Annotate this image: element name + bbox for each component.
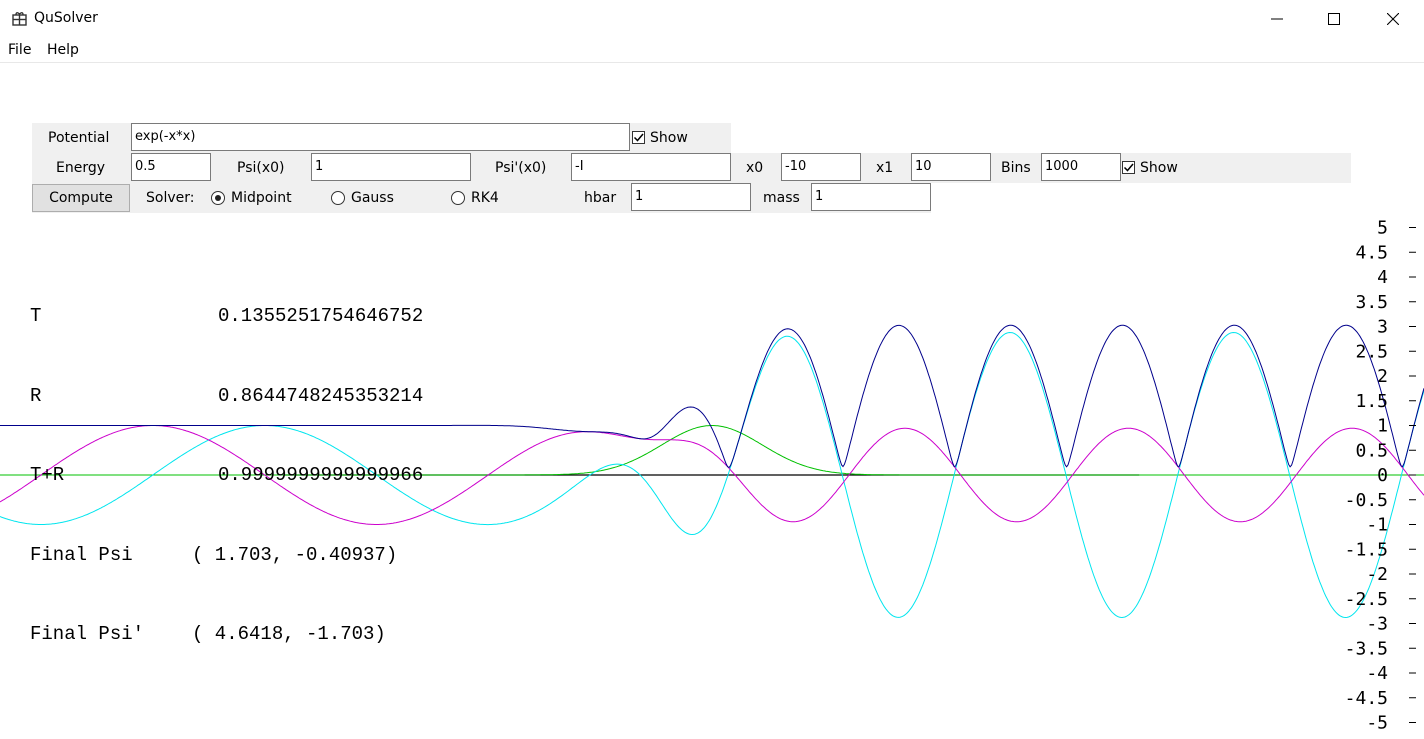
dpsi-x0-input[interactable]: -I xyxy=(571,153,731,181)
y-tick-label: -2 xyxy=(1366,564,1388,585)
result-row: Final Psi ( 1.703, -0.40937) xyxy=(30,542,423,569)
y-tick-label: -0.5 xyxy=(1345,490,1388,511)
y-axis-ticks: 5 4.5 4 3.5 3 2.5 2 1.5 1 0.5 0 -0.5 -1 -1.5 -2 -2.5 -3 -… xyxy=(1345,218,1416,734)
result-key: T+R xyxy=(30,464,65,486)
radio-rk4[interactable] xyxy=(451,191,465,205)
hbar-label: hbar xyxy=(584,190,617,206)
y-tick-label: 3 xyxy=(1377,317,1388,338)
result-row: R 0.8644748245353214 xyxy=(30,383,423,410)
x1-input[interactable]: 10 xyxy=(911,153,991,181)
y-tick-label: -2.5 xyxy=(1345,589,1388,610)
result-value: 0.9999999999999966 xyxy=(218,464,424,486)
y-tick-label: 3.5 xyxy=(1355,292,1388,313)
y-tick-label: 1.5 xyxy=(1355,391,1388,412)
radio-midpoint-label: Midpoint xyxy=(231,190,292,206)
result-key: Final Psi' xyxy=(30,623,145,645)
bins-show-checkbox[interactable] xyxy=(1122,161,1135,174)
y-tick-label: 4.5 xyxy=(1355,242,1388,263)
energy-input[interactable]: 0.5 xyxy=(131,153,211,181)
y-tick-label: 4 xyxy=(1377,267,1388,288)
potential-curve xyxy=(0,425,1424,476)
radio-gauss[interactable] xyxy=(331,191,345,205)
result-value: 0.1355251754646752 xyxy=(218,305,424,327)
hbar-input[interactable]: 1 xyxy=(631,183,751,211)
title-bar: QuSolver xyxy=(0,0,1424,38)
potential-input[interactable]: exp(-x*x) xyxy=(131,123,630,151)
maximize-button[interactable] xyxy=(1305,0,1363,38)
psi-abs-curve xyxy=(0,324,1424,469)
check-icon xyxy=(633,133,644,142)
y-tick-label: 5 xyxy=(1377,218,1388,239)
solver-label: Solver: xyxy=(146,190,195,206)
radio-midpoint[interactable] xyxy=(211,191,225,205)
result-row: Final Psi' ( 4.6418, -1.703) xyxy=(30,621,423,648)
results-panel: T 0.1355251754646752 R 0.8644748245353214 … xyxy=(30,250,423,674)
y-tick-label: -1 xyxy=(1366,515,1388,536)
y-tick-label: -1.5 xyxy=(1345,539,1388,560)
potential-label: Potential xyxy=(48,130,110,146)
result-value: ( 1.703, -0.40937) xyxy=(192,543,398,566)
y-tick-label: 0 xyxy=(1377,465,1388,486)
y-tick-label: -4 xyxy=(1366,663,1388,684)
radio-gauss-label: Gauss xyxy=(351,190,394,206)
y-tick-label: -3 xyxy=(1366,614,1388,635)
menu-help[interactable]: Help xyxy=(47,42,79,58)
result-key: Final Psi xyxy=(30,543,133,566)
x0-label: x0 xyxy=(746,160,764,176)
maximize-icon xyxy=(1328,13,1340,25)
result-key: R xyxy=(30,384,42,407)
close-button[interactable] xyxy=(1364,0,1422,38)
mass-label: mass xyxy=(763,190,800,206)
y-tick-label: 0.5 xyxy=(1355,440,1388,461)
y-tick-label: -5 xyxy=(1366,713,1388,734)
psi-x0-label: Psi(x0) xyxy=(237,160,285,176)
y-tick-label: 2 xyxy=(1377,366,1388,387)
psi-x0-input[interactable]: 1 xyxy=(311,153,471,181)
mass-input[interactable]: 1 xyxy=(811,183,931,211)
bins-show-label: Show xyxy=(1140,160,1178,176)
potential-show-label: Show xyxy=(650,130,688,146)
y-tick-label: 1 xyxy=(1377,416,1388,437)
minimize-icon xyxy=(1271,18,1283,20)
y-tick-label: -3.5 xyxy=(1345,638,1388,659)
energy-label: Energy xyxy=(56,160,106,176)
psi-imag-curve xyxy=(0,425,1424,525)
check-icon xyxy=(1123,163,1134,172)
compute-button[interactable]: Compute xyxy=(32,184,130,212)
solver-row xyxy=(32,183,931,213)
potential-show-checkbox[interactable] xyxy=(632,131,645,144)
result-key: T xyxy=(30,305,42,327)
result-value: 0.8644748245353214 xyxy=(218,384,424,407)
dpsi-x0-label: Psi'(x0) xyxy=(495,160,547,176)
result-value: ( 4.6418, -1.703) xyxy=(192,623,386,645)
bins-input[interactable]: 1000 xyxy=(1041,153,1121,181)
y-tick-label: -4.5 xyxy=(1345,688,1388,709)
result-row: T+R 0.9999999999999966 xyxy=(30,462,423,489)
app-icon xyxy=(12,12,27,26)
radio-rk4-label: RK4 xyxy=(471,190,499,206)
menu-bar: File Help xyxy=(0,38,1424,63)
minimize-button[interactable] xyxy=(1248,0,1306,38)
menu-file[interactable]: File xyxy=(8,42,32,58)
result-row: T 0.1355251754646752 xyxy=(30,303,423,330)
window-title: QuSolver xyxy=(34,10,98,26)
x0-input[interactable]: -10 xyxy=(781,153,861,181)
close-icon xyxy=(1387,13,1399,25)
x1-label: x1 xyxy=(876,160,894,176)
y-tick-label: 2.5 xyxy=(1355,341,1388,362)
bins-label: Bins xyxy=(1001,160,1031,176)
